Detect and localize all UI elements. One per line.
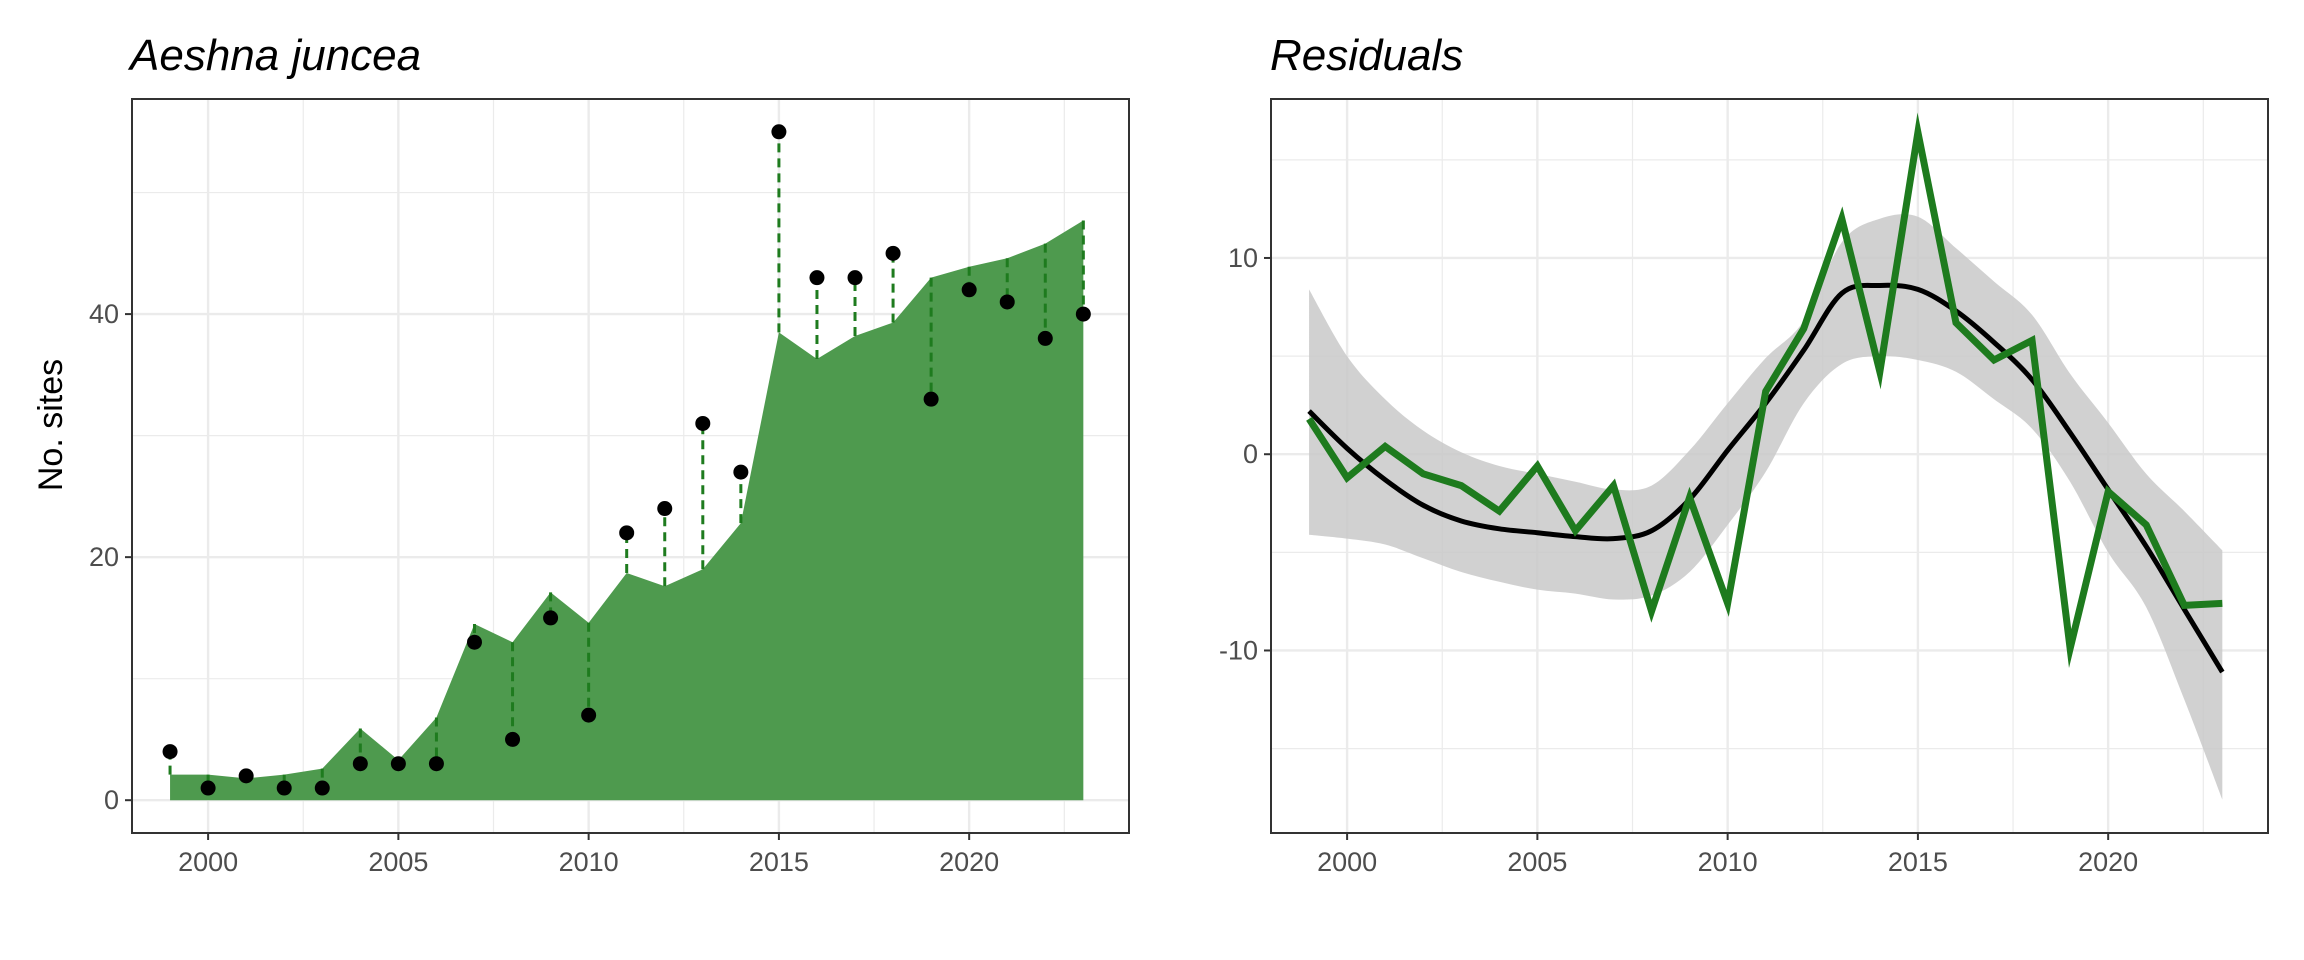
observed-point	[543, 610, 559, 626]
observed-point	[238, 768, 254, 784]
observed-point	[162, 744, 178, 760]
observed-point	[466, 634, 482, 650]
residual-series-line	[1306, 112, 2223, 669]
x-tick-label: 2010	[1698, 847, 1758, 877]
x-tick-label: 2000	[1317, 847, 1377, 877]
observed-point	[923, 391, 939, 407]
smooth-trend-line	[1307, 282, 2225, 674]
fitted-area-shape	[170, 220, 1084, 801]
panel-border-1	[131, 98, 1130, 834]
panel-residuals: Residuals -10 0 10 2000 2005 2010 2015 2020	[1219, 31, 2269, 877]
observed-point	[200, 780, 216, 796]
observed-point	[657, 501, 673, 517]
observed-point	[695, 415, 711, 431]
observed-point	[581, 707, 597, 723]
observed-point	[1037, 330, 1053, 346]
y-tick-label: 0	[104, 785, 119, 815]
observed-point	[961, 282, 977, 298]
y-tick-label: 40	[89, 299, 119, 329]
observed-point	[428, 756, 444, 772]
observed-point	[771, 124, 787, 140]
x-tick-label: 2010	[559, 847, 619, 877]
fitted-area	[170, 220, 1084, 801]
y-axis-ticks-1: 0 20 40	[89, 299, 132, 815]
y-tick-label: -10	[1219, 635, 1258, 665]
x-axis-ticks-1: 2000 2005 2010 2015 2020	[178, 833, 999, 877]
x-tick-label: 2005	[368, 847, 428, 877]
x-axis-ticks-2: 2000 2005 2010 2015 2020	[1317, 833, 2138, 877]
x-tick-label: 2015	[1888, 847, 1948, 877]
observed-point	[999, 294, 1015, 310]
observed-point	[885, 245, 901, 261]
y-tick-label: 10	[1228, 243, 1258, 273]
panel-border-2	[1270, 98, 2269, 834]
observed-point	[809, 270, 825, 286]
panel-title-residuals: Residuals	[1270, 31, 1463, 80]
observed-point	[390, 756, 406, 772]
x-tick-label: 2020	[2078, 847, 2138, 877]
smooth-line-path	[1307, 282, 2225, 674]
observed-points	[162, 124, 1091, 796]
x-tick-label: 2020	[939, 847, 999, 877]
panel-title-aeshna-juncea: Aeshna juncea	[127, 31, 421, 80]
y-tick-label: 20	[89, 542, 119, 572]
x-tick-label: 2005	[1507, 847, 1567, 877]
observed-point	[505, 731, 521, 747]
y-axis-label: No. sites	[32, 359, 70, 491]
observed-point	[352, 756, 368, 772]
y-axis-ticks-2: -10 0 10	[1219, 243, 1271, 665]
observed-point	[314, 780, 330, 796]
observed-point	[733, 464, 749, 480]
observed-point	[619, 525, 635, 541]
x-tick-label: 2000	[178, 847, 238, 877]
observed-point	[847, 270, 863, 286]
y-tick-label: 0	[1243, 439, 1258, 469]
observed-point	[276, 780, 292, 796]
residual-line-path	[1306, 112, 2223, 669]
x-tick-label: 2015	[749, 847, 809, 877]
observed-point	[1075, 306, 1091, 322]
